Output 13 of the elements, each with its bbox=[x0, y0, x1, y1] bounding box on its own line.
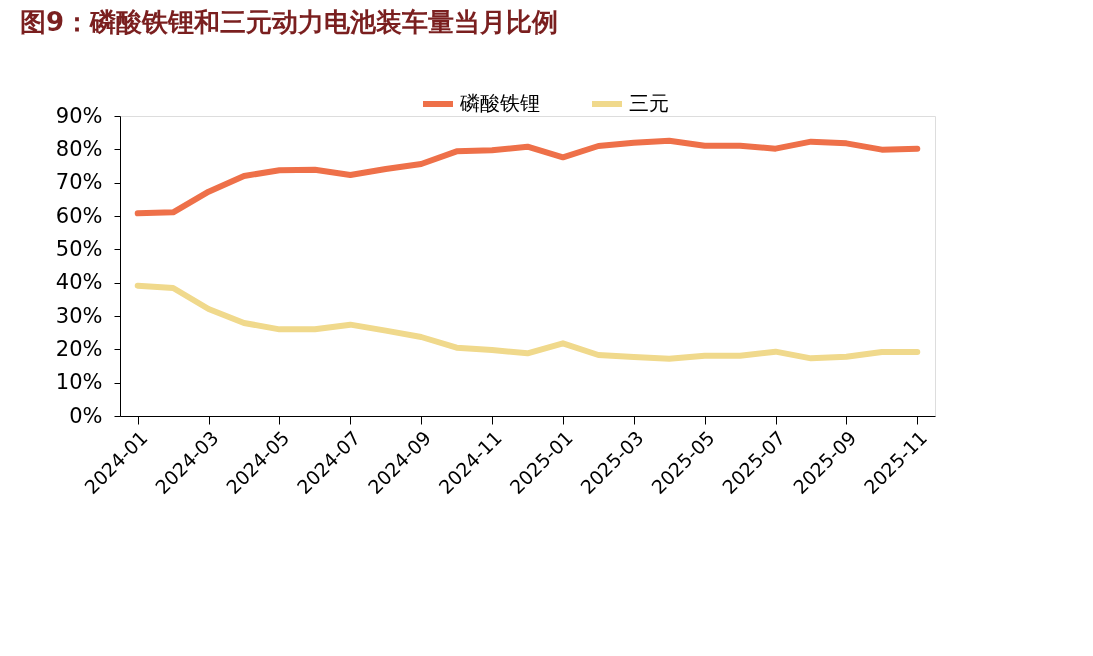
chart-title: 图9：磷酸铁锂和三元动力电池装车量当月比例 bbox=[20, 7, 559, 37]
y-tick-label: 10% bbox=[55, 370, 103, 395]
y-tick-label: 40% bbox=[55, 270, 103, 295]
y-tick-label: 60% bbox=[55, 203, 103, 228]
y-tick-label: 50% bbox=[55, 236, 103, 261]
y-tick-label: 30% bbox=[55, 303, 103, 328]
y-tick-label: 80% bbox=[55, 136, 103, 161]
y-tick-label: 0% bbox=[69, 403, 103, 428]
legend-label: 三元 bbox=[629, 91, 669, 115]
y-tick-label: 20% bbox=[55, 336, 103, 361]
y-tick-label: 90% bbox=[55, 103, 103, 128]
legend-label: 磷酸铁锂 bbox=[459, 91, 540, 115]
y-tick-label: 70% bbox=[55, 170, 103, 195]
